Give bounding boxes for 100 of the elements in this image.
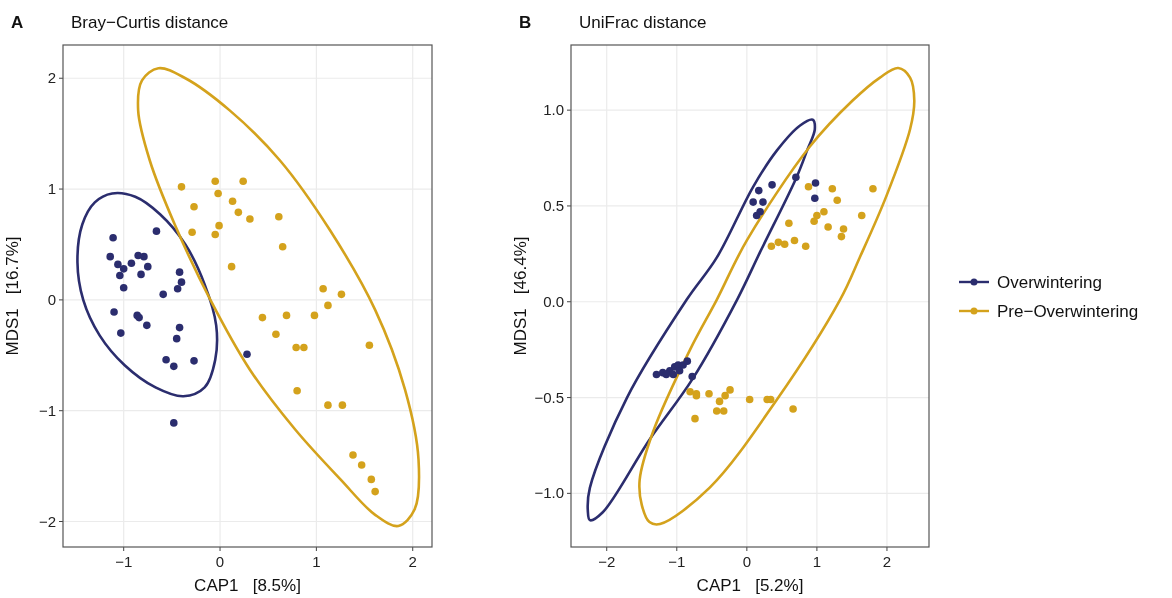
point [726,386,734,394]
point [292,343,300,352]
point [275,212,283,221]
point [177,183,186,191]
x-tick-label: 2 [882,553,892,570]
point [211,177,220,186]
point [173,285,182,293]
point [175,268,184,276]
point [785,219,793,227]
point [719,407,728,415]
point [310,311,319,320]
point [246,215,254,223]
point [662,370,671,379]
y-tick-label: 0.0 [543,292,564,310]
x-tick-label: 1 [812,553,822,570]
x-tick-label: 2 [408,553,417,570]
point [752,211,761,220]
point [820,207,828,216]
point [801,242,810,250]
point [683,357,692,365]
point [211,230,220,239]
point [324,301,332,310]
point [652,370,661,379]
point [365,341,374,350]
y-tick-label: 2 [47,69,56,87]
point [712,407,721,415]
point [767,242,776,250]
point [116,271,124,280]
point [106,252,115,261]
legend-label: Overwintering [997,273,1102,292]
point [367,475,376,484]
point [759,198,767,206]
point [228,197,237,206]
point [188,228,196,237]
point [282,311,291,320]
y-tick-label: −2 [38,512,56,530]
point [869,184,877,193]
point [278,242,287,251]
x-axis-title: CAP1 [8.5%] [194,576,301,595]
point [349,451,357,459]
y-tick-label: 0.5 [543,196,564,214]
point [813,211,821,220]
point [243,350,251,358]
text: B [519,13,532,32]
point [792,173,800,182]
point [768,181,776,189]
point [715,397,724,406]
point [214,189,222,198]
point [172,334,181,343]
point [177,278,186,286]
point [833,196,842,204]
y-tick-label: 1.0 [543,101,564,119]
point [119,265,128,273]
point [357,461,366,469]
x-tick-label: 1 [312,553,321,570]
point [721,391,729,400]
x-tick-label: −2 [598,553,616,570]
point [152,227,161,235]
point [137,270,145,279]
point [143,262,152,271]
point [669,370,678,379]
point [109,234,117,242]
x-axis-title: CAP1 [5.2%] [696,576,804,595]
y-tick-label: 0 [47,290,56,308]
point [371,487,379,496]
point [686,388,694,396]
point [705,389,713,398]
point [745,395,754,404]
point [319,285,327,293]
point [215,221,223,230]
point [140,252,148,261]
point [780,240,789,249]
point [239,177,247,186]
chart-title: UniFrac distance [579,13,707,32]
point [127,259,136,268]
point [338,401,347,409]
x-tick-label: −1 [668,553,686,570]
point [754,186,763,195]
y-tick-label: −1 [38,401,56,419]
y-tick-label: −0.5 [534,388,564,406]
y-tick-label: 1 [47,180,56,198]
point [175,323,184,332]
point [272,330,280,339]
legend-label: Pre−Overwintering [997,302,1139,321]
text: A [11,13,24,32]
y-axis-title: MDS1 [16.7%] [3,236,22,356]
point [337,290,346,299]
point [839,225,848,233]
x-tick-label: 0 [742,553,752,570]
point [119,283,128,292]
chart-title: Bray−Curtis distance [71,13,229,32]
y-axis-title: MDS1 [46.4%] [511,236,530,356]
point [691,414,699,423]
point [170,419,178,427]
point [804,182,813,191]
point [811,179,820,187]
point [324,401,332,409]
point [234,208,243,217]
point [227,262,236,271]
point [117,329,125,337]
